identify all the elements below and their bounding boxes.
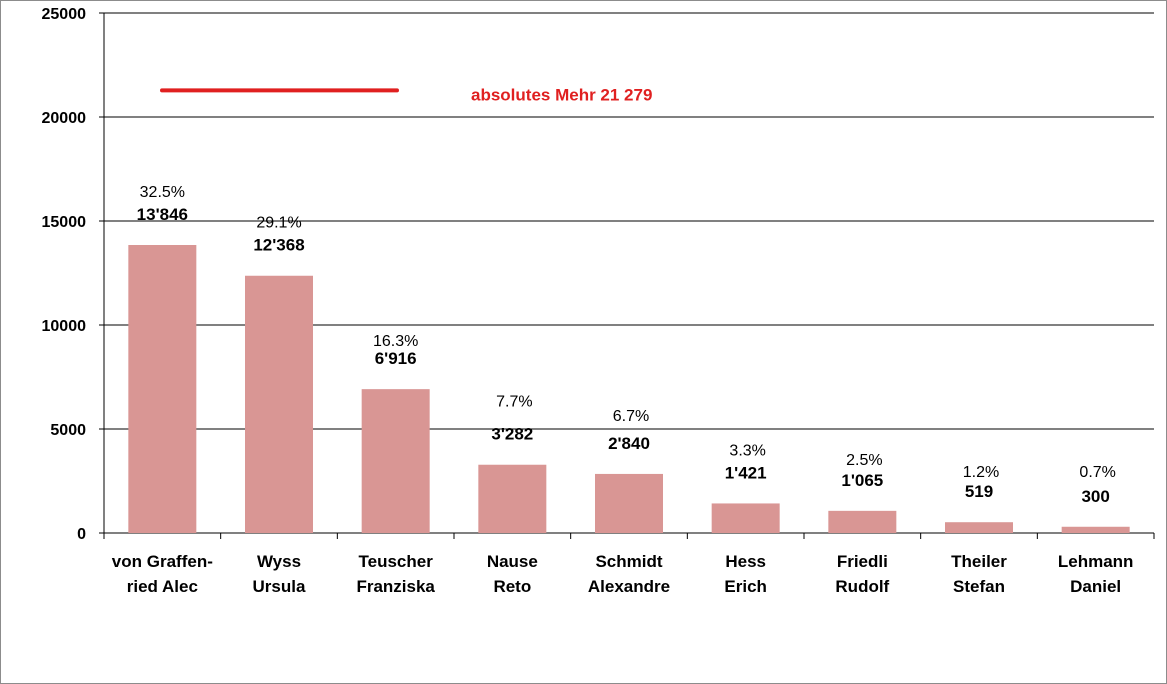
bar-percent-label: 16.3%	[373, 333, 418, 350]
bar-percent-label: 6.7%	[613, 408, 649, 425]
x-category-label: Friedli	[837, 552, 888, 571]
bar-percent-label: 3.3%	[729, 442, 765, 459]
bar-value-label: 13'846	[137, 205, 188, 224]
y-tick-label: 0	[77, 526, 86, 543]
bar	[595, 473, 663, 533]
bar-percent-label: 2.5%	[846, 452, 882, 469]
bar-percent-label: 29.1%	[256, 215, 301, 232]
bar-value-label: 1'065	[841, 471, 883, 490]
bar-percent-label: 32.5%	[140, 184, 185, 201]
bar-value-label: 12'368	[253, 236, 304, 255]
x-category-label: von Graffen-	[112, 552, 213, 571]
bar	[1061, 526, 1130, 533]
x-category-label: Hess	[725, 552, 766, 571]
bar	[361, 389, 430, 533]
bar-value-label: 1'421	[725, 463, 767, 482]
x-category-label: ried Alec	[127, 577, 198, 596]
bar-value-label: 2'840	[608, 434, 650, 453]
x-category-label: Reto	[493, 577, 531, 596]
y-tick-label: 10000	[42, 318, 87, 335]
x-category-label: Daniel	[1070, 577, 1121, 596]
x-category-label: Franziska	[356, 577, 435, 596]
y-tick-label: 15000	[42, 214, 87, 231]
bar-value-label: 6'916	[375, 349, 417, 368]
x-category-label: Nause	[487, 552, 538, 571]
bar-percent-label: 7.7%	[496, 394, 532, 411]
x-category-label: Alexandre	[588, 577, 670, 596]
x-category-label: Theiler	[951, 552, 1007, 571]
bar-percent-label: 1.2%	[963, 464, 999, 481]
x-category-label: Lehmann	[1058, 552, 1134, 571]
bar	[711, 503, 780, 533]
bar	[128, 245, 197, 533]
reference-line-label: absolutes Mehr 21 279	[471, 85, 652, 104]
bar	[945, 522, 1013, 533]
y-tick-label: 25000	[42, 6, 87, 23]
x-category-label: Rudolf	[835, 577, 889, 596]
bar	[245, 275, 313, 533]
x-category-label: Schmidt	[595, 552, 662, 571]
y-tick-label: 5000	[50, 422, 86, 439]
x-category-label: Stefan	[953, 577, 1005, 596]
bar-percent-label: 0.7%	[1079, 464, 1115, 481]
bar	[828, 510, 897, 533]
bar-value-label: 519	[965, 482, 993, 501]
bar	[478, 464, 547, 533]
x-category-label: Ursula	[253, 577, 306, 596]
x-category-label: Wyss	[257, 552, 301, 571]
x-category-label: Erich	[724, 577, 767, 596]
bar-value-label: 300	[1081, 487, 1109, 506]
bar-value-label: 3'282	[491, 425, 533, 444]
x-category-label: Teuscher	[359, 552, 434, 571]
y-tick-label: 20000	[42, 110, 87, 127]
